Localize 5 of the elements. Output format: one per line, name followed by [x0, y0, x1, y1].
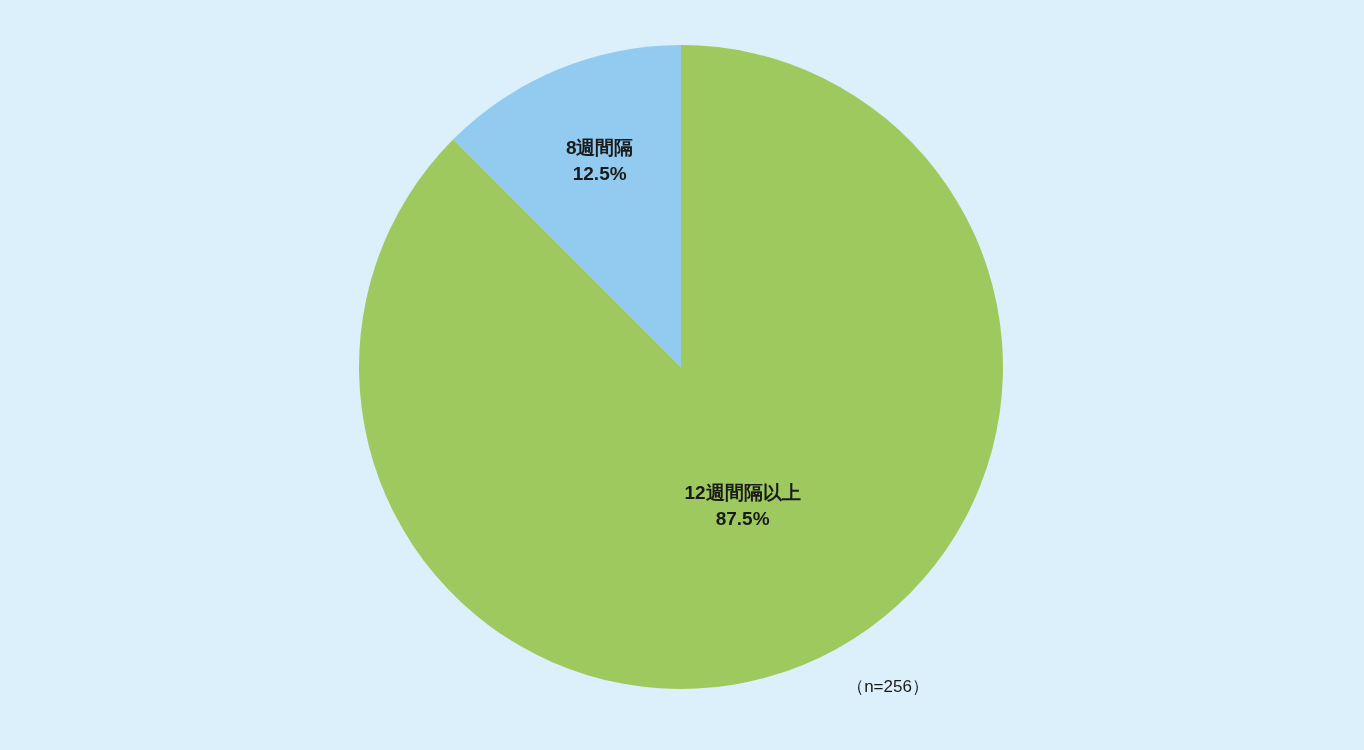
- data-label: 12.5%: [572, 162, 627, 184]
- slice-label: 12週間隔以上: [684, 481, 801, 503]
- data-label: 87.5%: [715, 507, 770, 529]
- text: （n=256）: [847, 677, 929, 696]
- slice-label: 8週間隔: [565, 136, 634, 158]
